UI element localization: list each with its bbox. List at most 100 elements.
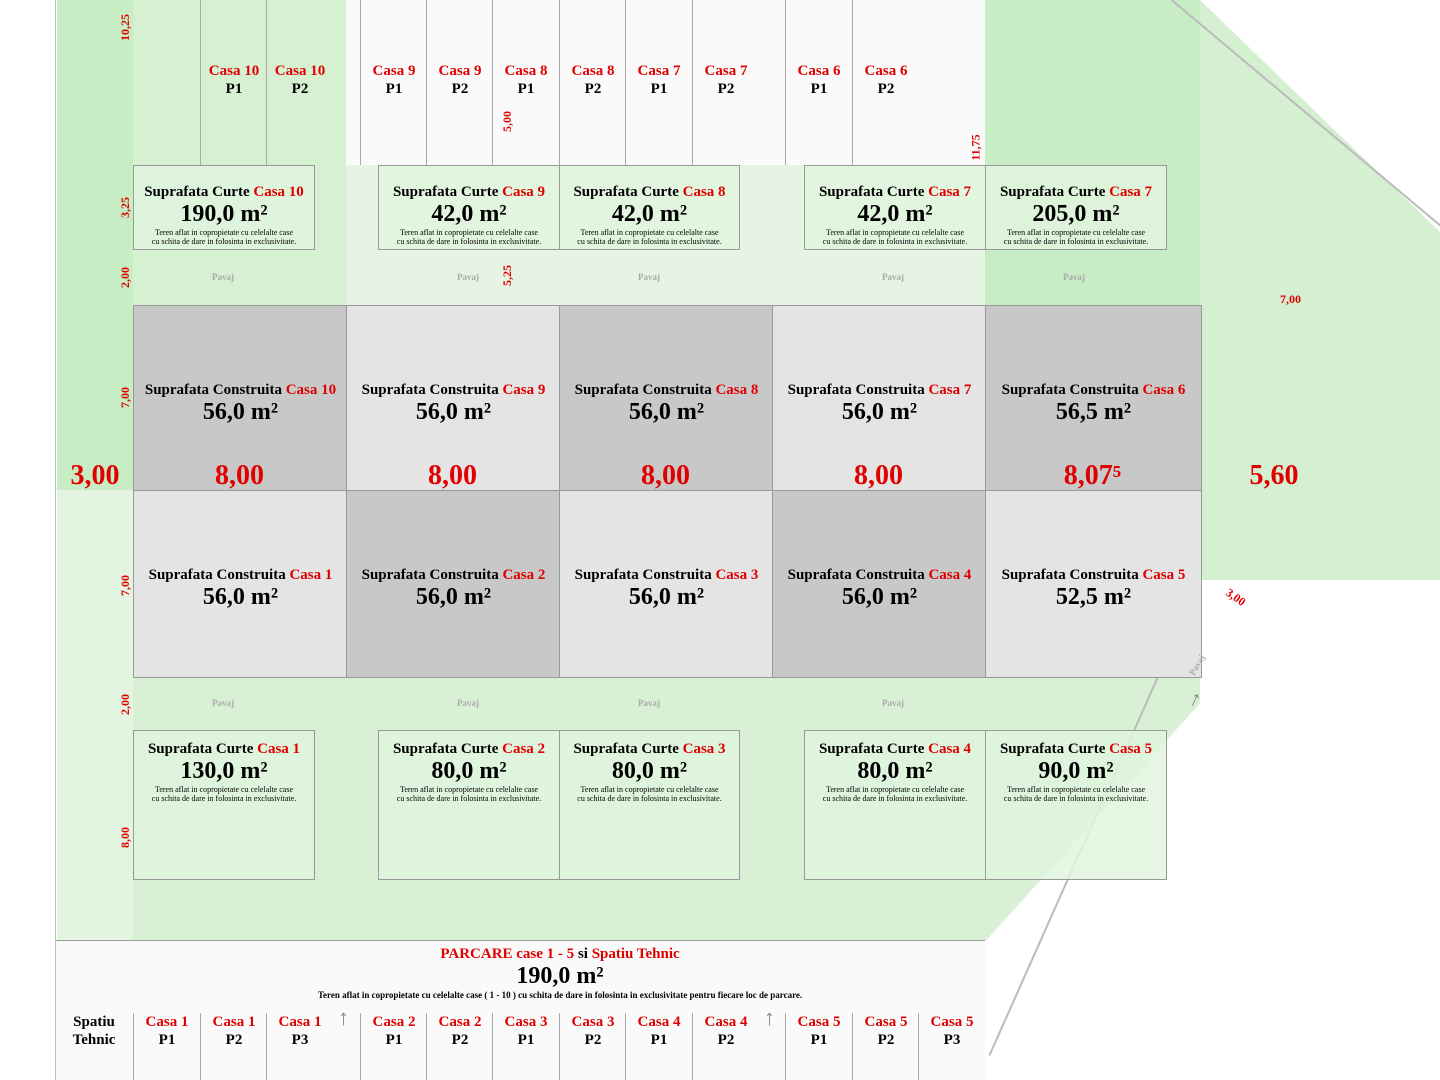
spot-number: P2 (717, 81, 735, 97)
spot-house: Casa 1 (278, 1014, 322, 1030)
pavement-label: Pavaj (882, 698, 904, 708)
house-footprint: Suprafata Construita Casa 5 52,5 m² (985, 490, 1202, 678)
yard-title-text: Suprafata Curte (573, 741, 679, 757)
yard-title: Suprafata Curte Casa 1 (134, 741, 314, 758)
top-left-green (133, 0, 346, 305)
house-name: Casa 5 (1109, 741, 1153, 757)
spot-house: Casa 6 (864, 63, 908, 79)
yard-note: cu schita de dare in folosinta in exclus… (1003, 237, 1149, 246)
vertical-dimension: 10,25 (118, 14, 132, 41)
built-area: 52,5 m² (1055, 584, 1132, 610)
house-name: Casa 2 (502, 741, 546, 757)
yard-title: Suprafata Curte Casa 7 (986, 184, 1166, 201)
spot-number: P2 (225, 1032, 243, 1048)
spot-house: Casa 3 (571, 1014, 615, 1030)
yard-box: Suprafata Curte Casa 2 80,0 m² Teren aflat… (378, 730, 560, 880)
house-footprint: Suprafata Construita Casa 1 56,0 m² (133, 490, 348, 678)
spot-number: P1 (810, 1032, 828, 1048)
spot-house: Casa 4 (637, 1014, 681, 1030)
parking-spot: Casa 4 P2 (692, 1013, 759, 1080)
pavement-label: Pavaj (212, 272, 234, 282)
parking-spot: Casa 3 P2 (559, 1013, 626, 1080)
left-boundary (55, 0, 56, 1080)
spot-number: P2 (451, 81, 469, 97)
yard-title: Suprafata Curte Casa 3 (560, 741, 739, 758)
spot-number: P1 (385, 1032, 403, 1048)
built-area: 56,0 m² (628, 399, 705, 425)
width-dimension: 8,07⁵ (1063, 460, 1122, 491)
house-footprint: Suprafata Construita Casa 3 56,0 m² (559, 490, 774, 678)
house-name: Casa 1 (257, 741, 301, 757)
left-green-strip-lower (57, 490, 133, 940)
parking-spot: Casa 2 P2 (426, 1013, 493, 1080)
yard-note: Teren aflat in copropietate cu celelalte… (399, 785, 539, 794)
parking-area: 190,0 m² (516, 963, 604, 989)
yard-note: cu schita de dare in folosinta in exclus… (577, 794, 722, 803)
house-name: Casa 3 (715, 567, 759, 583)
built-area: 56,0 m² (202, 399, 279, 425)
spot-number: P1 (517, 1032, 535, 1048)
parking-spot: Casa 5 P1 (785, 1013, 852, 1080)
spot-number: P2 (717, 1032, 735, 1048)
house-name: Casa 7 (928, 382, 972, 398)
yard-box: Suprafata Curte Casa 4 80,0 m² Teren aflat… (804, 730, 986, 880)
parking-spot: Casa 5 P2 (852, 1013, 919, 1080)
vertical-dimension: 5,00 (500, 111, 514, 132)
yard-box: Suprafata Curte Casa 9 42,0 m² Teren aflat… (378, 165, 560, 250)
spot-house: Casa 1 (212, 1014, 256, 1030)
pavement-label: Pavaj (457, 698, 479, 708)
built-area: 56,0 m² (415, 584, 492, 610)
yard-area: 80,0 m² (857, 758, 933, 784)
parking-spot: Casa 10 P2 (266, 0, 333, 165)
yard-title-text: Suprafata Curte (147, 741, 254, 757)
spot-number: P1 (225, 81, 243, 97)
yard-title-text: Suprafata Curte (999, 741, 1106, 757)
built-title: Suprafata Construita Casa 3 (560, 567, 773, 584)
parking-bottom-header: PARCARE case 1 - 5 si Spatiu Tehnic 190,… (280, 946, 840, 1000)
spot-number: P1 (158, 1032, 176, 1048)
spot-house: Casa 4 (704, 1014, 748, 1030)
parking-note: Teren aflat in copropietate cu celelalte… (317, 990, 803, 1000)
house-name: Casa 4 (928, 741, 972, 757)
pavement-label: Pavaj (638, 698, 660, 708)
yard-note: cu schita de dare in folosinta in exclus… (822, 237, 968, 246)
yard-note: Teren aflat in copropietate cu celelalte… (154, 785, 294, 794)
built-title-text: Suprafata Construita (361, 382, 499, 398)
vertical-dimension: 5,25 (500, 265, 514, 286)
yard-area: 42,0 m² (611, 201, 688, 227)
spot-number: P1 (517, 81, 535, 97)
vertical-dimension: 7,00 (118, 575, 132, 596)
house-name: Casa 6 (1142, 382, 1186, 398)
parking-title-tech: Spatiu Tehnic (591, 946, 680, 962)
built-title: Suprafata Construita Casa 1 (134, 567, 347, 584)
built-area: 56,0 m² (202, 584, 279, 610)
built-title-text: Suprafata Construita (148, 567, 286, 583)
house-footprint: Suprafata Construita Casa 8 56,0 m² (559, 305, 774, 493)
spot-house: Casa 10 (274, 63, 326, 79)
yard-note: Teren aflat in copropietate cu celelalte… (154, 228, 294, 237)
spot-number: P3 (291, 1032, 309, 1048)
built-title-text: Suprafata Construita (144, 382, 282, 398)
yard-title: Suprafata Curte Casa 2 (379, 741, 559, 758)
vertical-dimension: 2,00 (118, 694, 132, 715)
yard-title: Suprafata Curte Casa 10 (134, 184, 314, 201)
yard-note: Teren aflat in copropietate cu celelalte… (580, 228, 719, 237)
pavement-label: Pavaj (882, 272, 904, 282)
spot-number: P2 (877, 1032, 895, 1048)
parking-title: PARCARE case 1 - 5 (440, 946, 575, 962)
spot-house: Casa 9 (438, 63, 482, 79)
spot-number: P2 (451, 1032, 469, 1048)
yard-box: Suprafata Curte Casa 1 130,0 m² Teren afla… (133, 730, 315, 880)
vertical-dimension: 7,00 (118, 387, 132, 408)
yard-title: Suprafata Curte Casa 4 (805, 741, 985, 758)
house-name: Casa 8 (682, 184, 726, 200)
built-title: Suprafata Construita Casa 6 (986, 382, 1201, 399)
parking-spot: Casa 6 P2 (852, 0, 919, 165)
dimension-diagonal: 3,00 (1223, 585, 1249, 609)
parking-spot: Casa 8 P2 (559, 0, 626, 165)
left-green-strip (57, 0, 133, 490)
width-dimension: 8,00 (641, 460, 690, 491)
yard-note: Teren aflat in copropietate cu celelalte… (825, 785, 965, 794)
pavement-label: Pavaj (212, 698, 234, 708)
width-dimension: 5,60 (1249, 460, 1299, 491)
